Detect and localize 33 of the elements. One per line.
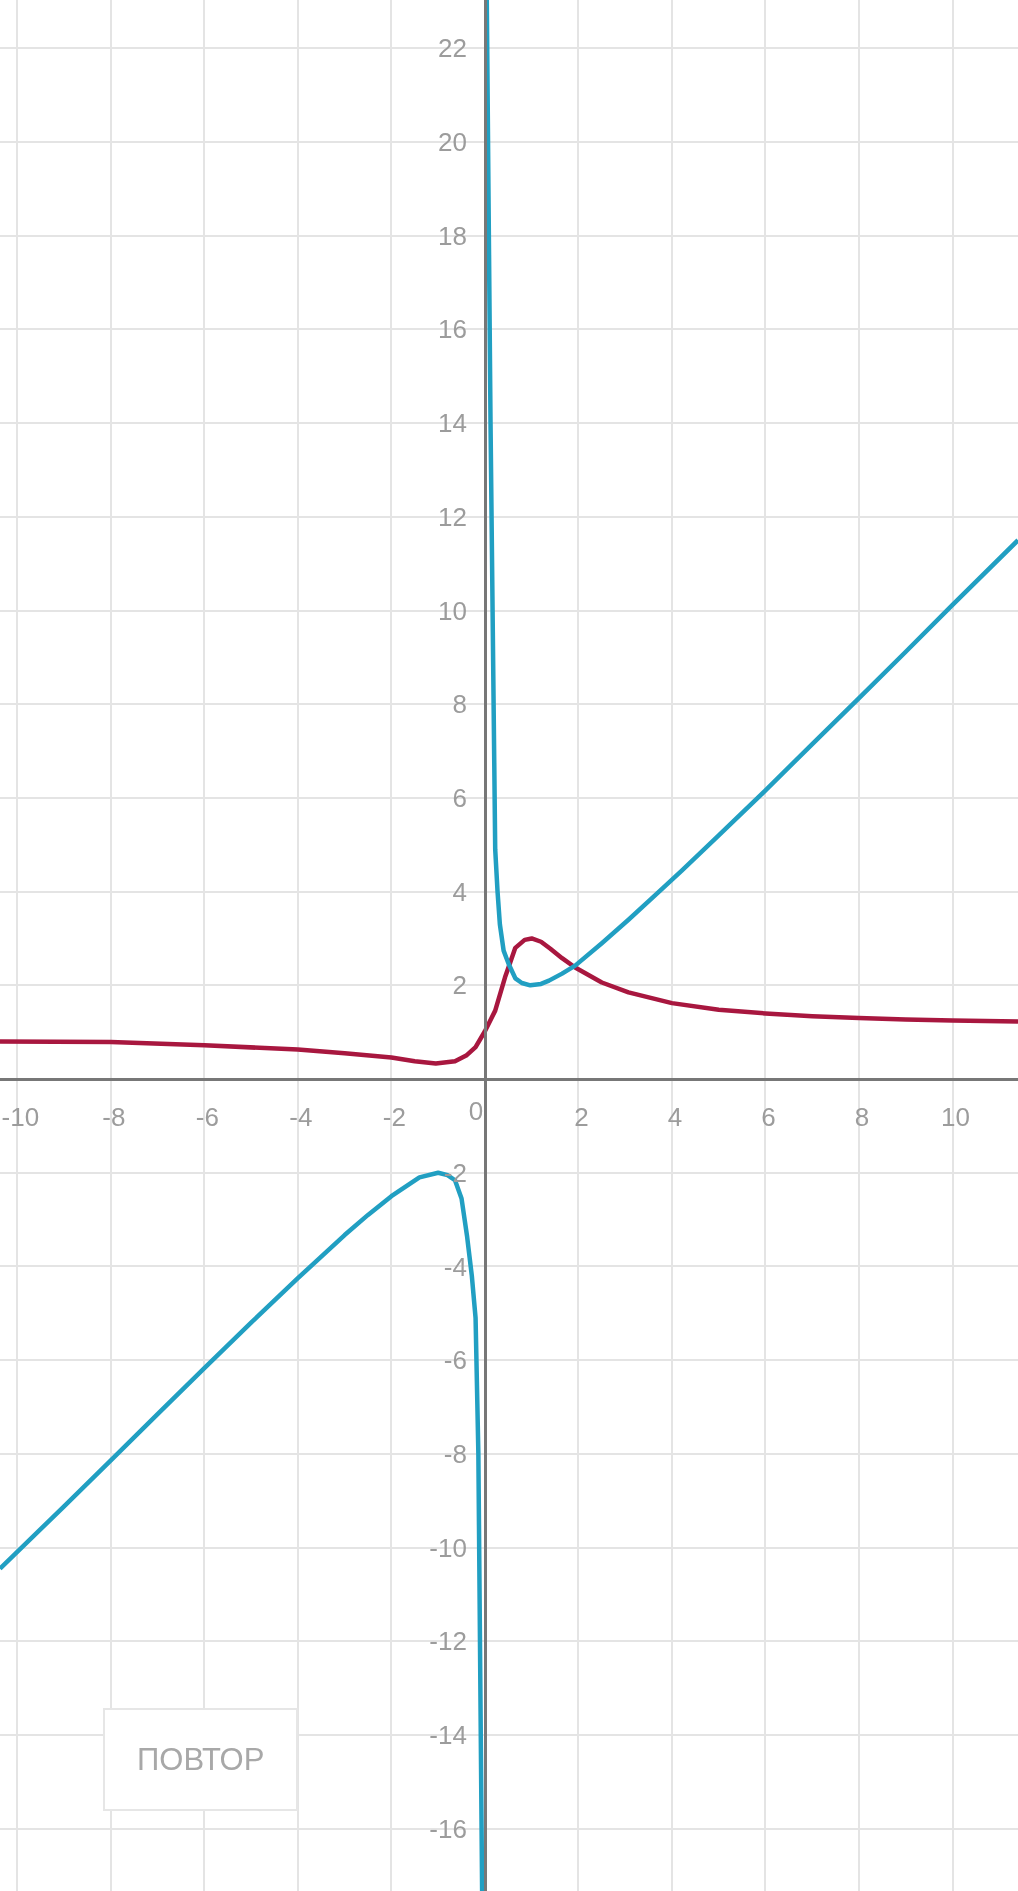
y-tick-label: -4 — [443, 1251, 467, 1282]
x-tick-label: -2 — [382, 1102, 406, 1133]
y-tick-label: 20 — [438, 127, 467, 158]
y-tick-label: 16 — [438, 314, 467, 345]
annotation: ПОВТОР — [137, 1742, 265, 1777]
y-tick-label: -12 — [429, 1626, 467, 1657]
x-tick-label: -4 — [289, 1102, 313, 1133]
x-tick-label: 2 — [574, 1102, 589, 1133]
x-tick-label: -6 — [195, 1102, 219, 1133]
y-tick-label: 12 — [438, 501, 467, 532]
x-tick-label: 10 — [941, 1102, 970, 1133]
y-tick-label: -2 — [443, 1157, 467, 1188]
x-tick-label: 0 — [468, 1096, 484, 1127]
line-series — [484, 0, 1018, 988]
x-tick-label: 6 — [761, 1102, 776, 1133]
y-tick-label: -14 — [429, 1720, 467, 1751]
y-tick-label: -6 — [443, 1345, 467, 1376]
y-tick-label: 6 — [452, 783, 467, 814]
y-tick-label: -10 — [429, 1532, 467, 1563]
x-tick-label: 4 — [667, 1102, 683, 1133]
y-tick-label: 14 — [438, 408, 467, 439]
y-tick-label: 18 — [438, 220, 467, 251]
y-tick-label: 10 — [438, 595, 467, 626]
y-tick-label: 4 — [452, 876, 467, 907]
y-tick-label: -16 — [429, 1813, 467, 1844]
x-tick-label: -10 — [1, 1102, 40, 1133]
y-tick-label: 8 — [452, 689, 467, 720]
line-series — [0, 936, 1018, 1066]
y-tick-label: -8 — [443, 1438, 467, 1469]
y-tick-label: 2 — [452, 970, 467, 1001]
x-tick-label: -8 — [102, 1102, 126, 1133]
x-tick-label: 8 — [854, 1102, 870, 1133]
y-tick-label: 22 — [438, 33, 467, 64]
